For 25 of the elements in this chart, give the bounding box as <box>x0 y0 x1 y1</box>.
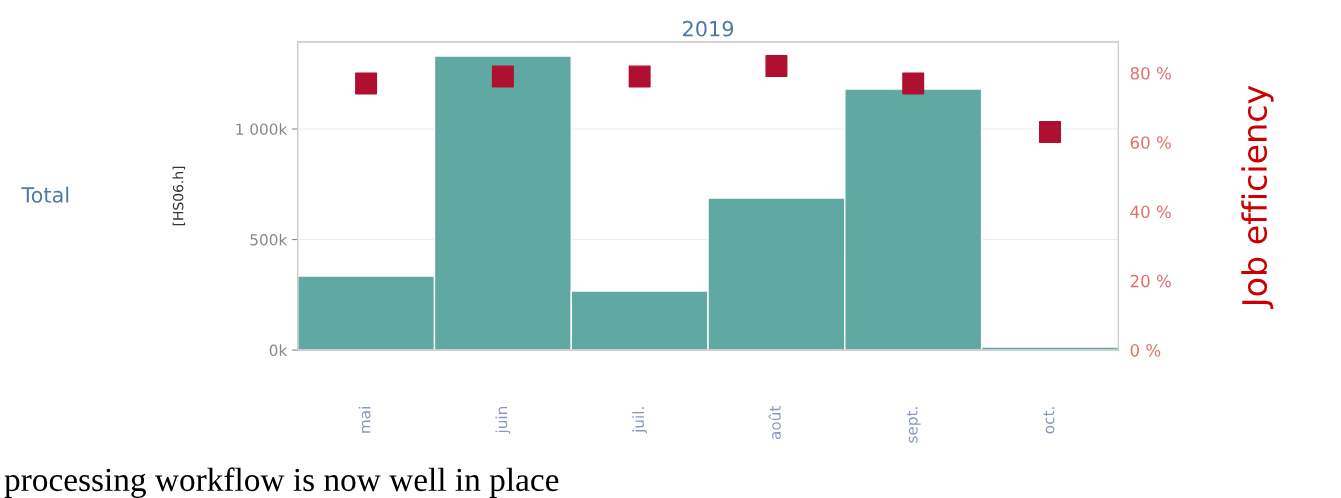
x-tick-label: juil. <box>632 407 648 434</box>
y-tick-label: 500k <box>250 233 288 246</box>
y-tick-label: 0k <box>269 344 288 357</box>
point <box>765 55 788 78</box>
y2-axis-title: Job efficiency <box>1241 85 1274 309</box>
y2-tick-label: 40 % <box>1130 205 1171 219</box>
point <box>491 65 514 88</box>
y-axis-title: [HS06.h] <box>172 166 186 226</box>
y2-tick-label: 0 % <box>1130 344 1161 357</box>
point <box>902 72 925 95</box>
x-tick-label: sept. <box>906 407 921 443</box>
y2-tick-label: 80 % <box>1130 66 1171 80</box>
y2-tick-label: 60 % <box>1130 136 1171 149</box>
point <box>355 72 378 95</box>
x-tick-label: mai <box>358 407 371 433</box>
y-tick-label: 1 000k <box>236 123 288 135</box>
point <box>628 65 651 88</box>
text: processing workflow is now well in place <box>4 467 559 498</box>
x-tick-label: juin <box>495 406 511 434</box>
x-tick-label: oct. <box>1043 407 1055 434</box>
point <box>1039 120 1061 143</box>
chart-title: 2019 <box>683 20 734 37</box>
y2-tick-label: 20 % <box>1130 274 1171 288</box>
text: Total <box>21 186 69 203</box>
x-tick-label: août <box>768 406 781 440</box>
